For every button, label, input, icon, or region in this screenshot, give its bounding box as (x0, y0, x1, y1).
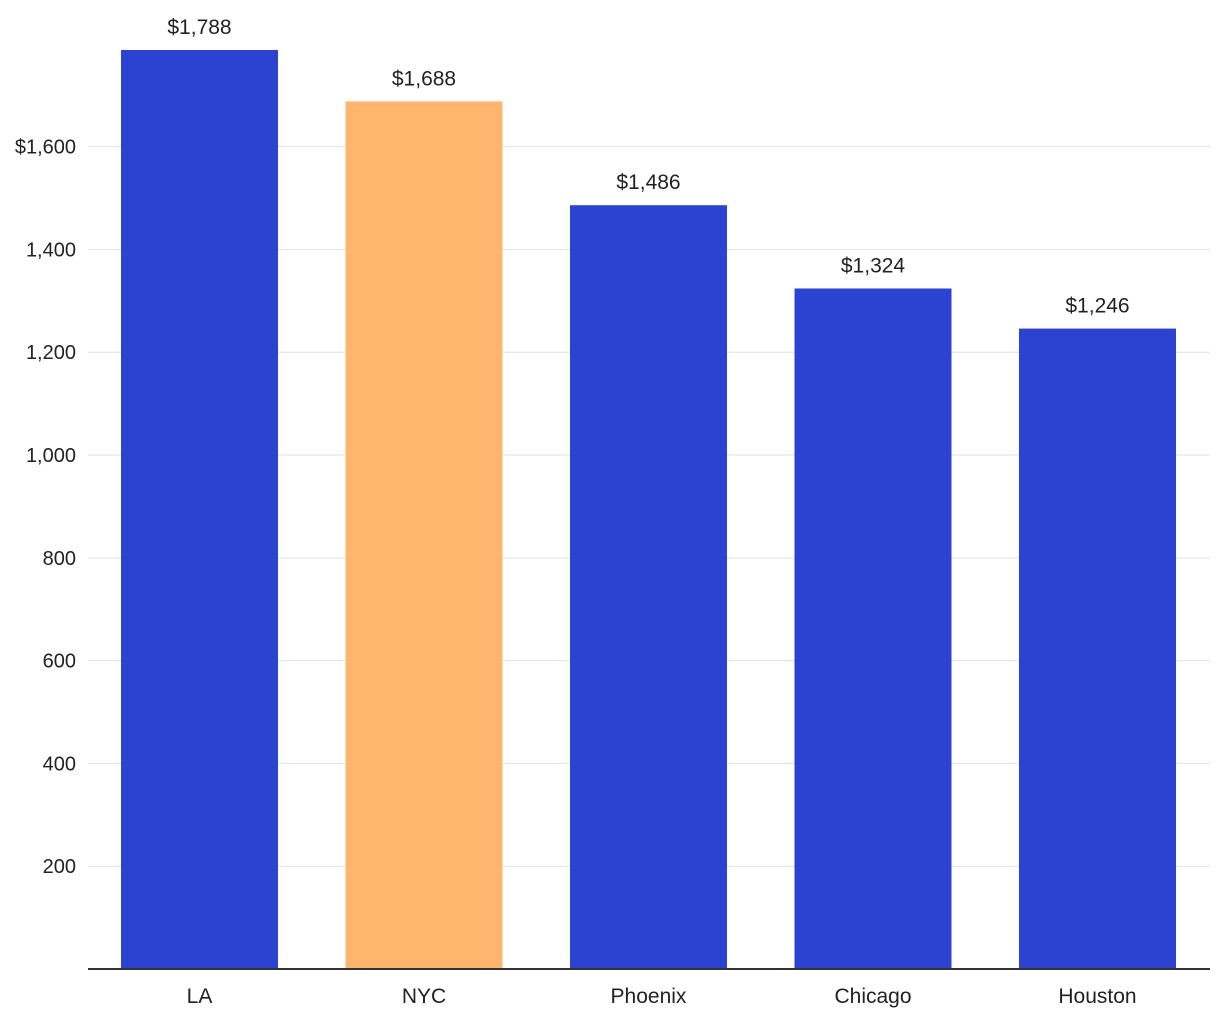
y-tick-label: 800 (43, 548, 76, 570)
bar-la (121, 50, 278, 969)
category-label-houston: Houston (1058, 985, 1136, 1008)
bar-phoenix (570, 205, 727, 969)
y-axis-ticks: 200 400 600 800 1,000 1,200 1,400 $1,600 (15, 137, 76, 879)
y-tick-label: 200 (43, 856, 76, 878)
bar-houston (1019, 328, 1176, 969)
y-tick-label: 1,200 (26, 342, 76, 364)
value-label-chicago: $1,324 (841, 254, 906, 277)
y-tick-label: 400 (43, 753, 76, 775)
x-axis-categories: LA NYC Phoenix Chicago Houston (187, 985, 1137, 1008)
category-label-la: LA (187, 985, 213, 1008)
y-tick-label: 1,000 (26, 445, 76, 467)
category-label-nyc: NYC (402, 985, 446, 1008)
value-label-la: $1,788 (167, 16, 231, 39)
bar-nyc (345, 101, 503, 970)
bars (121, 50, 1176, 970)
value-label-phoenix: $1,486 (616, 171, 680, 194)
bar-chicago (794, 288, 952, 970)
value-label-houston: $1,246 (1065, 295, 1129, 318)
category-label-phoenix: Phoenix (611, 985, 687, 1008)
y-tick-label: 600 (43, 651, 76, 673)
category-label-chicago: Chicago (834, 985, 911, 1008)
value-label-nyc: $1,688 (392, 67, 456, 90)
y-tick-label: 1,400 (26, 239, 76, 261)
value-labels: $1,788 $1,688 $1,486 $1,324 $1,246 (167, 16, 1129, 318)
y-tick-label: $1,600 (15, 137, 76, 159)
